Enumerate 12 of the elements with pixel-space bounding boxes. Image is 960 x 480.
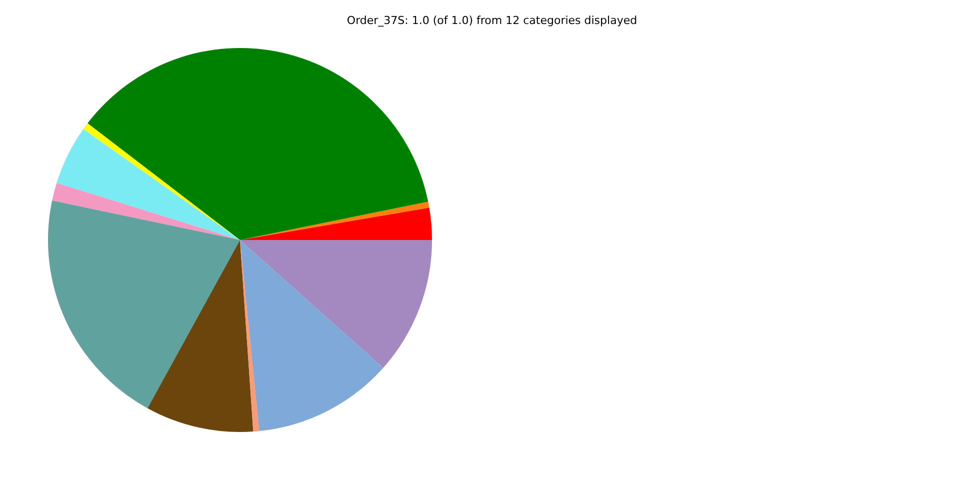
pie-slice (56, 129, 240, 240)
pie-slice (240, 240, 384, 432)
pie-slice (240, 240, 432, 368)
text: Order_37S: 1.0 (of 1.0) from 12 categories displayed (346, 14, 638, 27)
pie-slice (240, 202, 430, 240)
pie-slice (83, 123, 240, 240)
pie-slice (240, 208, 432, 240)
pie-slice (52, 182, 240, 240)
pie-slice (88, 48, 428, 240)
pie-slice (240, 240, 260, 432)
pie-slice (48, 200, 240, 408)
pie-slice (148, 240, 254, 432)
